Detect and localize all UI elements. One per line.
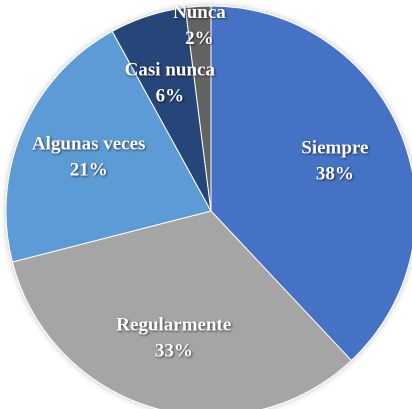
slice-label: Algunas veces — [32, 133, 145, 154]
slice-value-label: 21% — [70, 159, 108, 180]
labels: Siempre 38% Regularmente 33% Algunas veces 21… — [32, 2, 369, 361]
pie-slice — [11, 210, 353, 409]
slice-value-label: 2% — [185, 28, 214, 49]
slice-value-label: 38% — [316, 163, 354, 184]
pie-slice — [184, 5, 212, 212]
slice-value-label: 33% — [155, 340, 193, 361]
slice-value-label: 6% — [156, 86, 185, 107]
slice-label: Siempre — [301, 137, 368, 158]
slice-label: Casi nunca — [125, 60, 216, 81]
slice-label: Regularmente — [116, 314, 231, 335]
pie — [5, 5, 412, 409]
slice-label: Nunca — [173, 2, 226, 23]
pie-slice — [210, 5, 412, 362]
pie-slice — [5, 30, 212, 263]
